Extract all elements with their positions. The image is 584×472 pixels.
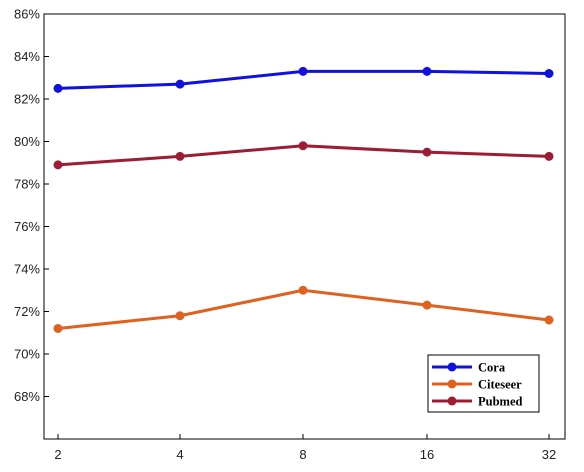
legend-marker-citeseer (447, 379, 457, 389)
y-tick-label: 74% (14, 262, 40, 277)
legend-marker-cora (447, 362, 457, 372)
legend-label-cora: Cora (478, 361, 506, 375)
data-point-pubmed (298, 141, 308, 151)
x-tick-label: 8 (299, 447, 306, 462)
data-point-cora (544, 69, 554, 78)
data-point-cora (53, 83, 63, 93)
legend: Cora Citeseer Pubmed (427, 354, 540, 413)
data-point-pubmed (544, 151, 554, 161)
legend-marker-pubmed (447, 396, 457, 406)
series-cora (53, 66, 554, 93)
data-point-citeseer (175, 311, 185, 321)
y-tick-label: 86% (14, 7, 40, 22)
y-tick-label: 72% (14, 304, 40, 319)
y-tick-label: 70% (14, 347, 40, 362)
data-point-cora (175, 79, 185, 89)
data-point-citeseer (53, 324, 63, 333)
x-axis-ticks: 2 4 8 16 32 (54, 434, 556, 462)
data-point-citeseer (298, 285, 308, 295)
data-point-pubmed (53, 160, 63, 170)
series-pubmed (53, 141, 554, 170)
plot-frame (43, 13, 566, 440)
x-tick-label: 4 (176, 447, 183, 462)
data-point-cora (298, 66, 308, 76)
data-point-citeseer (544, 315, 554, 325)
y-tick-label: 68% (14, 389, 40, 404)
x-tick-label: 2 (54, 447, 61, 462)
series-citeseer (53, 285, 554, 333)
series-layer (53, 66, 554, 333)
y-tick-label: 82% (14, 92, 40, 107)
series-line-citeseer (57, 288, 550, 330)
y-axis-ticks: 68% 70% 72% 74% 76% 78% 80% 82% 84% 86% (14, 7, 49, 404)
data-point-pubmed (422, 147, 432, 157)
data-point-pubmed (175, 151, 185, 161)
y-tick-label: 80% (14, 134, 40, 149)
y-tick-label: 78% (14, 177, 40, 192)
data-point-cora (422, 66, 432, 76)
legend-label-pubmed: Pubmed (478, 395, 523, 409)
legend-label-citeseer: Citeseer (478, 378, 522, 392)
data-point-citeseer (422, 300, 432, 310)
y-tick-label: 84% (14, 49, 40, 64)
x-tick-label: 32 (542, 447, 556, 462)
x-tick-label: 16 (420, 447, 434, 462)
y-tick-label: 76% (14, 219, 40, 234)
